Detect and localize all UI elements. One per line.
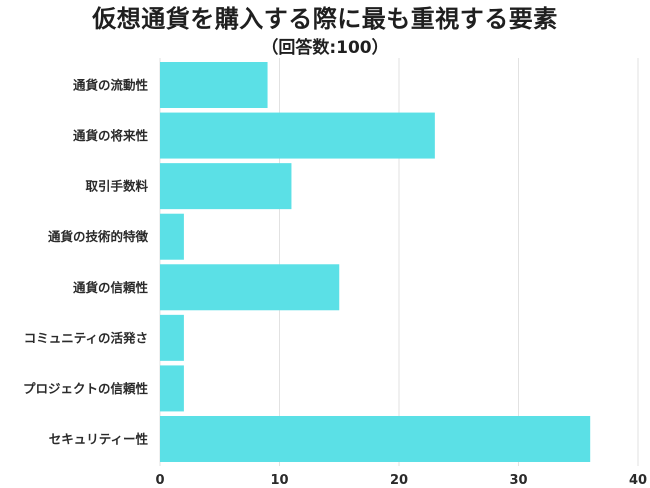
bars — [160, 62, 591, 462]
bar — [160, 415, 591, 462]
x-tick-label: 30 — [509, 473, 527, 488]
category-label: 取引手数料 — [85, 179, 148, 194]
bar — [160, 112, 435, 159]
chart-subtitle: （回答数:100） — [261, 38, 389, 58]
bar — [160, 213, 184, 260]
category-labels: 通貨の流動性通貨の将来性取引手数料通貨の技術的特徴通貨の信頼性コミュニティの活発… — [23, 78, 149, 447]
category-label: 通貨の将来性 — [73, 128, 149, 143]
x-tick-label: 0 — [155, 473, 164, 488]
category-label: 通貨の信頼性 — [73, 280, 149, 295]
x-axis-tick-labels: 0 10 20 30 40 — [155, 473, 647, 488]
category-label: プロジェクトの信頼性 — [23, 381, 149, 396]
chart-title: 仮想通貨を購入する際に最も重視する要素 — [92, 5, 558, 33]
x-tick-label: 40 — [629, 473, 647, 488]
bar — [160, 264, 340, 311]
bar — [160, 314, 184, 361]
category-label: 通貨の流動性 — [73, 78, 149, 93]
x-tick-label: 10 — [270, 473, 288, 488]
bar — [160, 365, 184, 412]
x-tick-label: 20 — [390, 473, 408, 488]
bar — [160, 163, 292, 210]
category-label: セキュリティー性 — [49, 431, 149, 446]
category-label: 通貨の技術的特徴 — [48, 229, 149, 244]
bar — [160, 62, 268, 108]
category-label: コミュニティの活発さ — [24, 330, 148, 345]
